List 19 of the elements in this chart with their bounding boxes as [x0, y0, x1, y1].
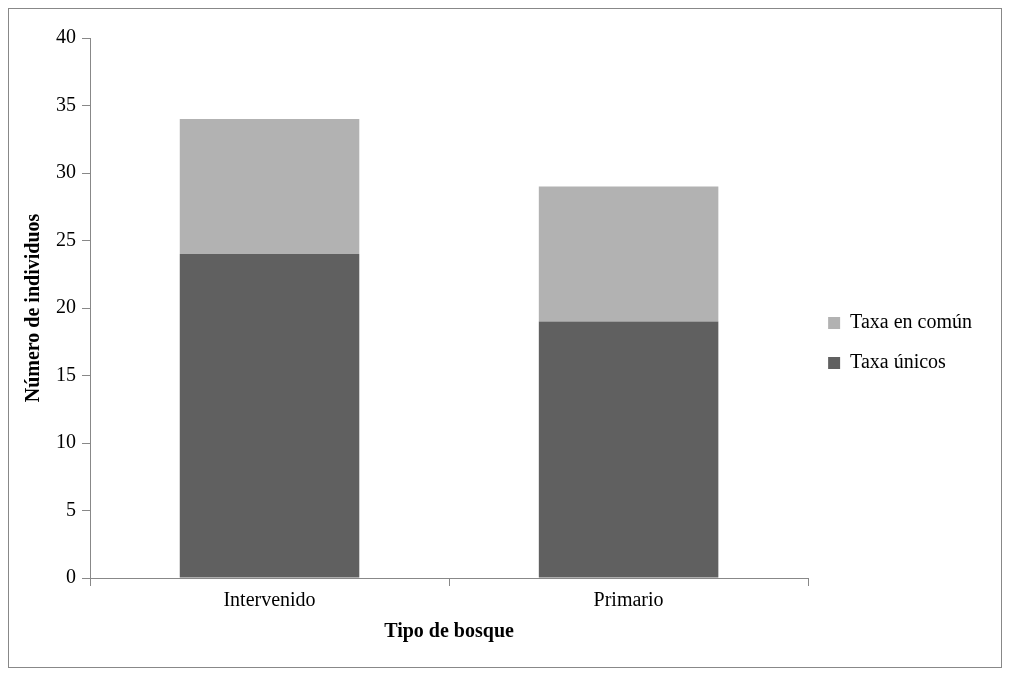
y-tick-label: 25 [56, 227, 76, 250]
legend-label: Taxa en común [850, 310, 973, 333]
y-tick-label: 20 [56, 295, 76, 318]
bar [538, 186, 719, 322]
x-axis-title: Tipo de bosque [384, 619, 515, 643]
bar [179, 119, 360, 254]
x-tick-label: Intervenido [223, 588, 316, 611]
bar [179, 254, 360, 578]
y-tick-label: 15 [56, 362, 76, 385]
y-tick-label: 5 [66, 497, 76, 520]
bar [538, 321, 719, 578]
y-tick-label: 0 [66, 565, 76, 588]
x-tick-label: Primario [593, 588, 664, 611]
y-tick-label: 35 [56, 92, 76, 115]
legend-label: Taxa únicos [850, 350, 947, 373]
y-tick-label: 30 [56, 160, 76, 183]
y-axis-title: Número de individuos [21, 213, 44, 403]
y-tick-label: 10 [56, 430, 76, 453]
y-tick-label: 40 [56, 25, 76, 48]
